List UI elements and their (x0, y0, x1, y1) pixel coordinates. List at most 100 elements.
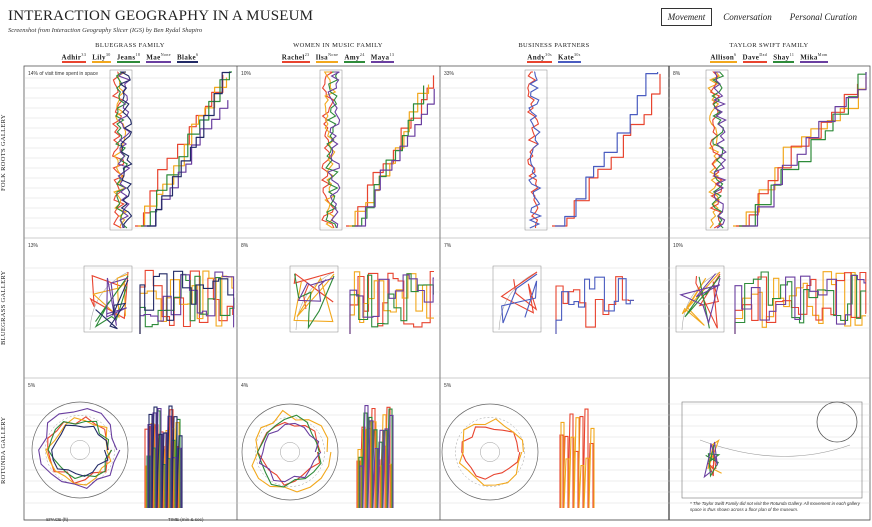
member-toggle[interactable]: Rachel23 (281, 52, 310, 64)
bluegrass-space-path (297, 277, 335, 302)
floorplan-path (703, 441, 718, 479)
member-toggle[interactable]: MaeNone (146, 52, 171, 64)
time-path (148, 405, 183, 509)
floorplan-path (707, 444, 717, 477)
member-toggle[interactable]: Kate30s (557, 52, 581, 64)
time-path (135, 74, 224, 227)
time-path (359, 405, 394, 509)
member-toggle[interactable]: Jeans18 (116, 52, 141, 64)
bluegrass-space-path (294, 273, 335, 330)
rotunda-path (45, 417, 112, 486)
grid-frame (23, 65, 871, 521)
gallery-time-percent: 33% (444, 71, 455, 77)
bluegrass-arc (498, 271, 538, 331)
member-toggle[interactable]: Blake6 (176, 52, 199, 64)
bluegrass-space-path (500, 271, 538, 314)
time-path (742, 72, 867, 227)
member-toggle[interactable]: Shay11 (773, 52, 795, 64)
floorplan-path (705, 444, 721, 478)
time-path (739, 72, 867, 227)
time-path (555, 72, 659, 227)
page-subtitle: Screenshot from Interaction Geography Sl… (8, 27, 203, 34)
time-path (734, 271, 867, 334)
family-header-women-in-music: WOMEN IN MUSIC FAMILY Rachel23 IlsaNone … (237, 42, 439, 64)
time-path (141, 71, 232, 227)
bluegrass-floorplan (675, 265, 725, 333)
time-path (555, 276, 634, 334)
member-toggle[interactable]: MikaMom (800, 52, 828, 64)
rotunda-ring (455, 417, 525, 487)
space-path (111, 71, 126, 229)
tab-personal-curation[interactable]: Personal Curation (789, 12, 857, 22)
time-path (555, 276, 634, 334)
time-path (349, 84, 430, 227)
rotunda-center (280, 442, 300, 462)
time-path (139, 271, 235, 334)
member-toggle[interactable]: DaveDad (742, 52, 768, 64)
gallery-time-percent: 7% (444, 243, 452, 249)
rotunda-path (47, 420, 113, 480)
time-path (349, 271, 434, 334)
member-toggle[interactable]: Allison6 (710, 52, 737, 64)
page-title: INTERACTION GEOGRAPHY IN A MUSEUM (8, 8, 314, 24)
member-toggle[interactable]: Maya13 (370, 52, 395, 64)
member-toggle[interactable]: Adhir33 (61, 52, 87, 64)
bluegrass-space-path (106, 277, 129, 326)
folk-floorplan (109, 69, 133, 231)
time-path (138, 77, 228, 227)
rotunda-path (458, 418, 524, 486)
time-path (349, 274, 434, 334)
gallery-time-percent: 14% of visit time spent in space (28, 71, 98, 77)
time-path (139, 270, 234, 334)
rotunda-floorplan (31, 401, 129, 499)
space-path (323, 71, 337, 229)
rotunda-center (70, 440, 90, 460)
tab-conversation[interactable]: Conversation (723, 12, 772, 22)
space-path (327, 71, 341, 229)
space-path (115, 71, 129, 229)
rotunda-path (256, 414, 322, 488)
space-path (711, 71, 725, 229)
gallery-time-percent: 8% (673, 71, 681, 77)
time-path (349, 273, 434, 334)
time-path (560, 417, 595, 509)
time-axis-label: TIME (min & sec) (168, 517, 204, 522)
family-name: BLUEGRASS FAMILY (95, 42, 165, 49)
view-tabs: Movement Conversation Personal Curation (660, 8, 864, 26)
gallery-time-percent: 10% (673, 243, 684, 249)
folk-floorplan (524, 69, 548, 231)
bluegrass-space-path (679, 273, 721, 325)
member-toggle[interactable]: Amy24 (344, 52, 365, 64)
bluegrass-space-path (681, 271, 721, 326)
time-path (139, 273, 235, 334)
bluegrass-space-path (501, 273, 538, 324)
space-axis-label: SPACE (ft) (46, 517, 69, 522)
folk-floorplan (705, 69, 729, 231)
time-path (355, 88, 435, 227)
bluegrass-floorplan (492, 265, 542, 333)
member-toggle[interactable]: IlsaNone (315, 52, 339, 64)
time-path (349, 270, 434, 334)
gallery-time-percent: 5% (28, 383, 36, 389)
floorplan-hall (699, 439, 851, 457)
gallery-time-percent: 8% (241, 243, 249, 249)
tab-movement[interactable]: Movement (660, 8, 713, 26)
family-name: BUSINESS PARTNERS (518, 42, 590, 49)
member-toggle[interactable]: Andy30s (527, 52, 552, 64)
rotunda-floorplan (441, 403, 539, 501)
rotunda-path (38, 408, 121, 490)
gallery-time-percent: 4% (241, 383, 249, 389)
gallery-time-percent: 5% (444, 383, 452, 389)
rotunda-path (51, 424, 109, 477)
rotunda-center (480, 442, 500, 462)
bluegrass-floorplan (83, 265, 133, 333)
member-toggle[interactable]: Lily30 (92, 52, 111, 64)
space-path (712, 71, 727, 229)
space-path (320, 71, 335, 229)
bluegrass-space-path (293, 271, 335, 310)
taylor-swift-note: * The Taylor Swift Family did not visit … (690, 501, 860, 512)
time-path (734, 274, 866, 334)
museum-floorplan (681, 401, 863, 499)
time-path (552, 73, 661, 227)
